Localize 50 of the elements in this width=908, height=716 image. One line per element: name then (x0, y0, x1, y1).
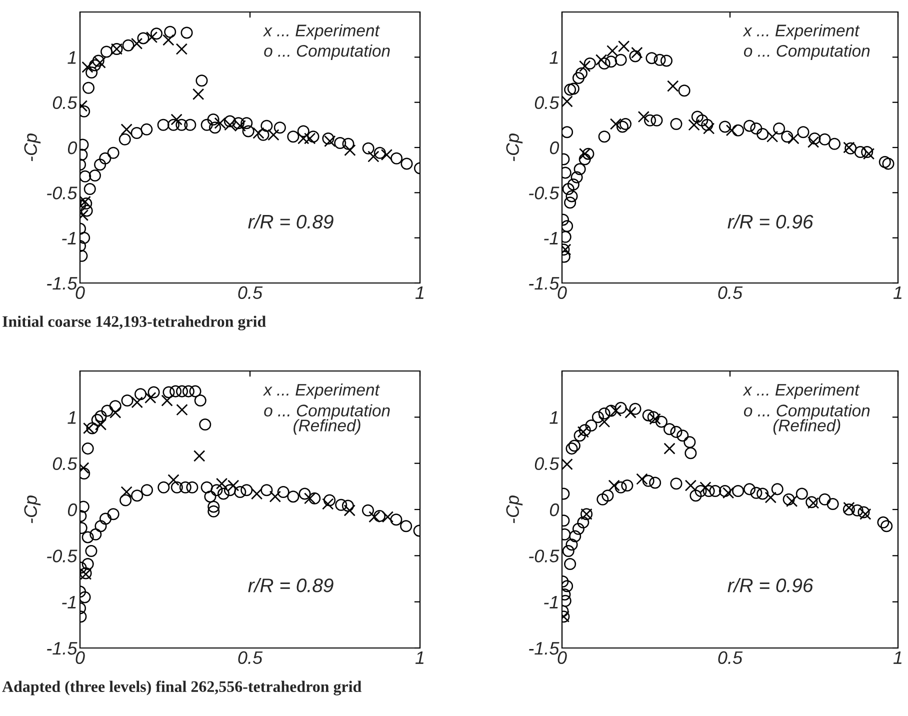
y-tick-label: 1 (550, 51, 558, 64)
x-tick-label: 1 (893, 651, 902, 664)
y-axis-title: -Cp (506, 134, 523, 162)
annotation: r/R = 0.89 (248, 214, 334, 229)
annotation: x ... Experiment (742, 24, 860, 40)
x-tick-label: 1 (415, 651, 424, 664)
x-tick-label: 0.5 (238, 651, 263, 664)
y-axis-title: -Cp (24, 496, 41, 524)
x-tick-label: 0.5 (238, 286, 263, 300)
x-tick-label: 0.5 (718, 286, 743, 300)
y-tick-label: -1 (62, 596, 76, 608)
y-tick-label: 0 (68, 503, 78, 516)
y-tick-label: 0 (68, 141, 78, 154)
y-tick-label: 0 (550, 503, 560, 516)
y-tick-label: -1 (544, 596, 558, 608)
y-tick-label: -1 (544, 232, 558, 244)
y-tick-label: 0 (550, 141, 560, 154)
x-tick-label: 1 (415, 286, 424, 299)
annotation: r/R = 0.89 (248, 578, 334, 592)
y-tick-label: -1.5 (47, 277, 78, 290)
annotation: x ... Experiment (742, 383, 860, 399)
text: Adapted (three levels) final 262,556-tetrahedron grid (2, 680, 362, 696)
y-tick-label: -1.5 (529, 277, 560, 290)
y-axis-title: -Cp (506, 496, 523, 524)
y-tick-label: -1.5 (529, 642, 560, 655)
y-tick-label: -0.5 (529, 186, 560, 200)
y-tick-label: 1 (550, 411, 558, 424)
text: Initial coarse 142,193-tetrahedron grid (2, 316, 266, 330)
x-tick-label: 0.5 (718, 651, 743, 664)
annotation: r/R = 0.96 (728, 214, 814, 229)
y-tick-label: 0.5 (52, 457, 78, 470)
y-tick-label: -0.5 (47, 550, 78, 562)
y-axis-title: -Cp (24, 134, 41, 162)
x-tick-label: 1 (893, 286, 902, 299)
annotation: o ... Computation (744, 44, 870, 60)
y-tick-label: -0.5 (529, 550, 560, 562)
y-tick-label: 0.5 (534, 96, 560, 110)
y-tick-label: 0.5 (52, 96, 78, 110)
annotation: x ... Experiment (262, 24, 380, 40)
y-tick-label: -0.5 (47, 186, 78, 200)
y-tick-label: 1 (68, 411, 76, 424)
annotation: x ... Experiment (262, 383, 380, 399)
y-tick-label: 0.5 (534, 457, 560, 470)
annotation: o ... Computation (Refined) (744, 404, 870, 435)
annotation: o ... Computation (Refined) (264, 404, 390, 435)
annotation: o ... Computation (264, 44, 390, 60)
y-tick-label: 1 (68, 51, 76, 64)
annotation: r/R = 0.96 (728, 578, 814, 592)
y-tick-label: -1.5 (47, 642, 78, 655)
y-tick-label: -1 (62, 232, 76, 244)
